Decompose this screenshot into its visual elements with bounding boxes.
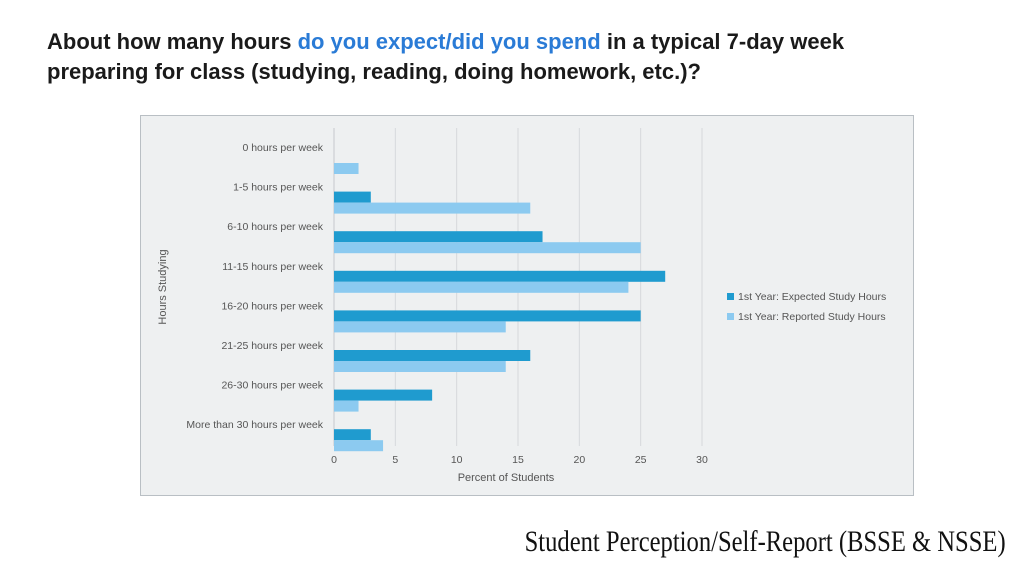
legend-label-reported: 1st Year: Reported Study Hours <box>738 311 886 323</box>
legend-label-expected: 1st Year: Expected Study Hours <box>738 291 886 303</box>
category-label: 0 hours per week <box>242 142 323 154</box>
bar-expected <box>334 350 531 361</box>
category-label: 26-30 hours per week <box>221 380 323 392</box>
bar-reported <box>334 440 384 452</box>
bar-reported <box>334 202 531 214</box>
bar-expected <box>334 389 433 401</box>
x-tick-label: 0 <box>331 454 337 466</box>
bar-reported <box>334 321 506 333</box>
category-label: 6-10 hours per week <box>227 221 323 233</box>
bar-expected <box>334 191 371 203</box>
y-axis-label: Hours Studying <box>157 249 169 324</box>
x-tick-label: 20 <box>573 454 585 466</box>
heading-part-1: About how many hours <box>47 29 298 54</box>
x-axis-label: Percent of Students <box>458 472 555 484</box>
x-tick-label: 30 <box>696 454 708 466</box>
bar-expected <box>334 310 641 322</box>
heading-highlight: do you expect/did you spend <box>297 29 601 54</box>
bar-reported <box>334 242 641 254</box>
x-tick-label: 10 <box>451 454 463 466</box>
bar-reported <box>334 400 359 412</box>
bar-reported <box>334 281 629 293</box>
category-label: 21-25 hours per week <box>221 340 323 352</box>
legend-swatch-reported <box>727 313 734 320</box>
legend-swatch-expected <box>727 293 734 300</box>
bar-expected <box>334 231 543 243</box>
bar-chart: 0 hours per week 1-5 hours per week 6-10 h… <box>157 128 886 484</box>
x-tick-label: 5 <box>392 454 398 466</box>
slide-heading: About how many hours do you expect/did y… <box>47 27 947 87</box>
bar-reported <box>334 163 359 174</box>
x-tick-label: 25 <box>635 454 647 466</box>
category-label: More than 30 hours per week <box>186 419 323 431</box>
slide-footer: Student Perception/Self-Report (BSSE & N… <box>524 525 1006 558</box>
bar-expected <box>334 270 666 282</box>
heading-part-2: in a typical 7-day week preparing for cl… <box>47 29 845 84</box>
category-label: 1-5 hours per week <box>233 182 324 194</box>
bar-expected <box>334 429 371 441</box>
category-label: 11-15 hours per week <box>222 261 324 273</box>
chart-panel: 0 hours per week 1-5 hours per week 6-10 h… <box>140 115 914 496</box>
x-tick-label: 15 <box>512 454 524 466</box>
category-label: 16-20 hours per week <box>221 300 323 312</box>
bar-reported <box>334 361 506 372</box>
